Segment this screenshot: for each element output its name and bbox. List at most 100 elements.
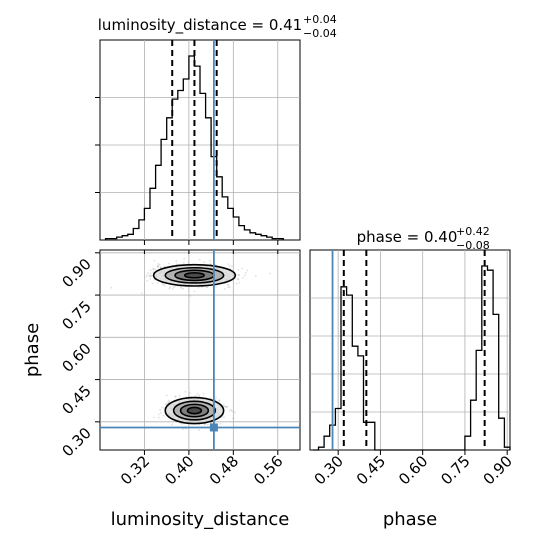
scatter-point bbox=[196, 392, 199, 395]
x-tick-label-ld: 0.48 bbox=[206, 452, 242, 488]
x-tick-label-ld: 0.32 bbox=[117, 452, 153, 488]
axes-frame-tl bbox=[99, 39, 301, 241]
scatter-point bbox=[174, 396, 177, 398]
axes-frame-bl bbox=[99, 249, 301, 451]
scatter-point bbox=[159, 266, 162, 269]
scatter-point bbox=[162, 283, 165, 286]
scatter-point bbox=[230, 408, 233, 411]
scatter-point bbox=[157, 263, 160, 265]
scatter-point bbox=[160, 411, 162, 414]
scatter-point bbox=[164, 403, 167, 405]
scatter-point bbox=[203, 423, 206, 426]
scatter-point bbox=[157, 265, 159, 268]
scatter-point bbox=[228, 265, 231, 268]
ld-title-plus: +0.04 bbox=[303, 13, 337, 26]
contour-line bbox=[179, 403, 210, 418]
scatter-point bbox=[149, 269, 152, 272]
scatter-point bbox=[187, 262, 190, 265]
scatter-point bbox=[246, 269, 249, 272]
scatter-point bbox=[172, 286, 175, 289]
scatter-point bbox=[180, 285, 182, 288]
y-tick-label-phase: 0.45 bbox=[58, 382, 94, 418]
scatter-point bbox=[156, 282, 159, 284]
x-tick-label-phase: 0.90 bbox=[480, 452, 516, 488]
scatter-point bbox=[152, 268, 155, 271]
scatter-point bbox=[161, 406, 164, 409]
x-tick-label-phase: 0.30 bbox=[311, 452, 347, 488]
scatter-point bbox=[149, 272, 152, 275]
scatter-point bbox=[174, 395, 177, 398]
x-tick-label-phase: 0.60 bbox=[395, 452, 431, 488]
scatter-point bbox=[209, 263, 212, 265]
scatter-point bbox=[110, 286, 113, 289]
x-axis-label-left: luminosity_distance bbox=[111, 509, 290, 530]
scatter-point bbox=[231, 265, 233, 267]
scatter-point bbox=[202, 392, 205, 395]
scatter-point bbox=[218, 399, 220, 402]
scatter-point bbox=[224, 405, 227, 408]
scatter-point bbox=[157, 264, 159, 267]
y-axis-label-left: phase bbox=[22, 323, 43, 377]
scatter-point bbox=[237, 269, 240, 271]
scatter-point bbox=[197, 286, 200, 289]
scatter-point bbox=[203, 261, 206, 264]
scatter-point bbox=[224, 405, 227, 408]
scatter-point bbox=[237, 278, 240, 281]
scatter-point bbox=[151, 274, 153, 277]
density-level bbox=[184, 272, 205, 278]
scatter-point bbox=[157, 413, 160, 416]
scatter-point bbox=[227, 263, 230, 265]
scatter-point bbox=[193, 290, 196, 293]
scatter-point bbox=[174, 285, 177, 288]
scatter-point bbox=[218, 399, 221, 402]
scatter-point bbox=[206, 286, 209, 289]
scatter-point bbox=[146, 280, 149, 282]
scatter-point bbox=[183, 257, 186, 260]
scatter-point bbox=[227, 286, 230, 289]
scatter-point bbox=[234, 411, 236, 414]
density-level bbox=[187, 407, 202, 414]
scatter-point bbox=[198, 258, 201, 261]
scatter-point bbox=[241, 267, 244, 270]
hist-phase bbox=[312, 265, 511, 451]
y-tick-label-phase: 0.30 bbox=[58, 424, 94, 460]
scatter-point bbox=[198, 429, 200, 432]
contour-line bbox=[152, 263, 237, 287]
scatter-point bbox=[242, 277, 244, 279]
scatter-point bbox=[244, 274, 246, 277]
ld-title: luminosity_distance = 0.41 bbox=[98, 16, 302, 35]
scatter-point bbox=[169, 286, 172, 289]
contour-line bbox=[186, 406, 203, 415]
x-axis-label-right: phase bbox=[383, 509, 437, 530]
scatter-point bbox=[159, 266, 162, 269]
scatter-point bbox=[209, 259, 211, 262]
scatter-point bbox=[146, 274, 148, 276]
scatter-point bbox=[188, 392, 191, 394]
scatter-point bbox=[188, 395, 190, 398]
scatter-point bbox=[180, 287, 183, 289]
scatter-point bbox=[157, 416, 160, 419]
scatter-point bbox=[231, 410, 234, 413]
x-tick-label-ld: 0.56 bbox=[250, 452, 286, 488]
scatter-point bbox=[237, 273, 240, 276]
scatter-point bbox=[163, 407, 166, 410]
scatter-point bbox=[162, 414, 165, 417]
scatter-point bbox=[149, 278, 152, 280]
scatter-point bbox=[165, 394, 168, 397]
scatter-point bbox=[154, 268, 157, 271]
scatter-point bbox=[254, 275, 257, 278]
y-tick-label-phase: 0.90 bbox=[58, 255, 94, 291]
y-tick-label-phase: 0.60 bbox=[58, 339, 94, 375]
scatter-point bbox=[180, 423, 183, 425]
scatter-point bbox=[156, 265, 159, 268]
scatter-point bbox=[183, 262, 185, 264]
y-tick-label-phase: 0.75 bbox=[58, 297, 94, 333]
scatter-point bbox=[168, 262, 170, 265]
scatter-point bbox=[223, 403, 225, 406]
x-tick-label-phase: 0.75 bbox=[437, 452, 473, 488]
scatter-point bbox=[182, 428, 184, 431]
ld-title-minus: −0.04 bbox=[303, 27, 337, 40]
scatter-point bbox=[151, 282, 154, 285]
scatter-point bbox=[175, 260, 178, 262]
